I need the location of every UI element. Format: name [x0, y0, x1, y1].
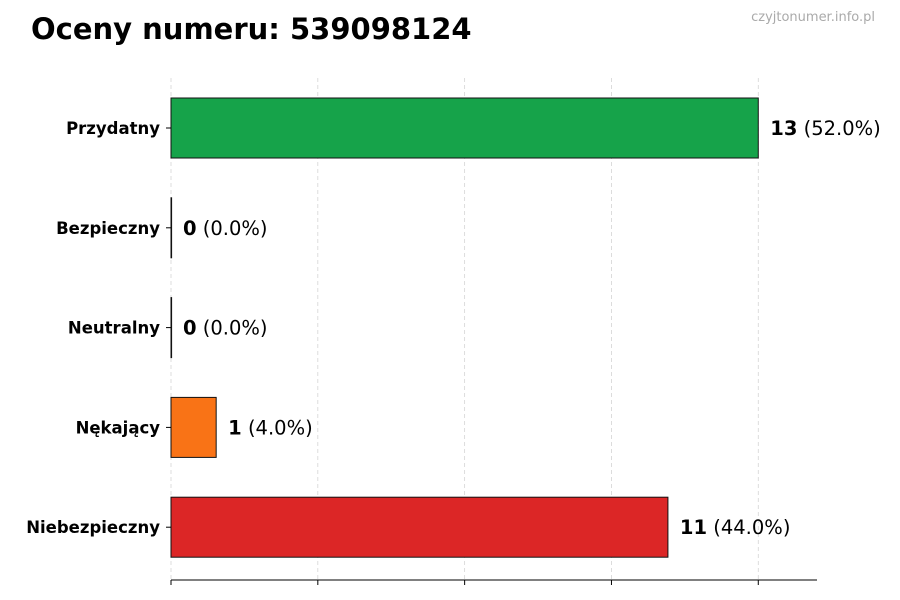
- y-tick-label: Niebezpieczny: [26, 518, 160, 537]
- data-label-value: 0: [183, 217, 197, 240]
- data-label: 1 (4.0%): [228, 416, 313, 439]
- y-tick-label: Nękający: [76, 418, 161, 437]
- bar-Przydatny: [170, 97, 759, 159]
- chart-title: Oceny numeru: 539098124: [31, 12, 472, 46]
- watermark: czyjtonumer.info.pl: [751, 10, 875, 25]
- data-label: 0 (0.0%): [183, 317, 268, 340]
- data-label: 11 (44.0%): [680, 516, 791, 539]
- data-label-value: 13: [770, 117, 797, 140]
- y-tick-label: Neutralny: [68, 319, 160, 338]
- data-label-percent: (44.0%): [707, 516, 790, 539]
- bar-Niebezpieczny: [170, 496, 669, 558]
- data-label-value: 0: [183, 317, 197, 340]
- data-label-percent: (52.0%): [797, 117, 880, 140]
- data-label-value: 11: [680, 516, 707, 539]
- bar-Neutralny: [170, 297, 173, 359]
- data-label: 13 (52.0%): [770, 117, 881, 140]
- data-label-value: 1: [228, 416, 242, 439]
- data-label-percent: (4.0%): [242, 416, 313, 439]
- data-label: 0 (0.0%): [183, 217, 268, 240]
- data-label-percent: (0.0%): [197, 217, 268, 240]
- bar-Bezpieczny: [170, 197, 173, 259]
- data-label-percent: (0.0%): [197, 317, 268, 340]
- bar-Nękający: [170, 396, 217, 458]
- y-tick-label: Bezpieczny: [56, 219, 160, 238]
- y-tick-label: Przydatny: [66, 119, 160, 138]
